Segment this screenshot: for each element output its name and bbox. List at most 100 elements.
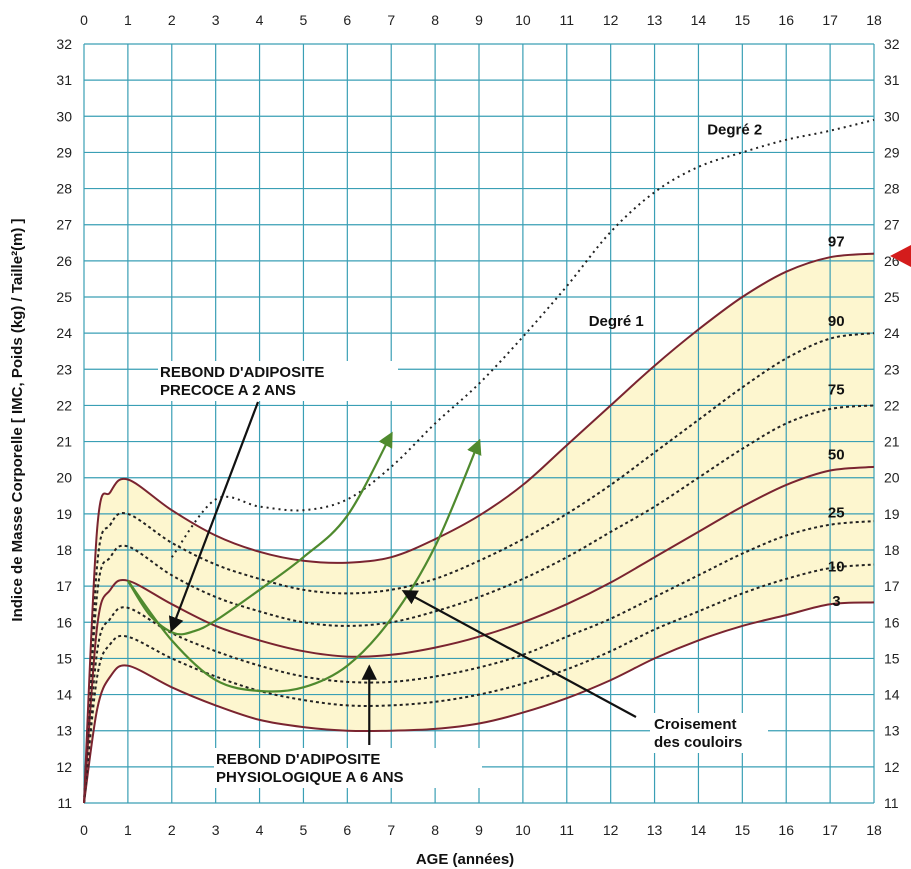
curve-label: 75 xyxy=(828,382,845,399)
red-pointer-marker xyxy=(890,245,911,267)
y-tick-left: 30 xyxy=(56,108,72,124)
x-tick-bottom: 11 xyxy=(560,822,575,838)
y-tick-right: 30 xyxy=(884,108,900,124)
curve-label: 25 xyxy=(828,504,845,521)
y-axis-title: Indice de Masse Corporelle [ IMC, Poids … xyxy=(9,218,26,621)
curve-degré-2 xyxy=(171,118,875,558)
x-tick-bottom: 3 xyxy=(212,822,220,838)
x-tick-top: 1 xyxy=(124,12,132,28)
y-tick-left: 15 xyxy=(56,650,72,666)
x-tick-top: 6 xyxy=(343,12,351,28)
curve-3 xyxy=(83,601,875,804)
y-tick-left: 24 xyxy=(56,325,72,341)
y-tick-right: 21 xyxy=(884,434,900,450)
y-tick-right: 12 xyxy=(884,759,900,775)
x-tick-bottom: 17 xyxy=(822,822,838,838)
y-tick-left: 28 xyxy=(56,181,72,197)
x-tick-bottom: 13 xyxy=(647,822,663,838)
y-tick-left: 32 xyxy=(56,36,72,52)
y-tick-right: 29 xyxy=(884,144,900,160)
x-tick-bottom: 9 xyxy=(475,822,483,838)
y-tick-left: 22 xyxy=(56,397,72,413)
x-tick-bottom: 15 xyxy=(735,822,751,838)
x-tick-top: 16 xyxy=(778,12,794,28)
curve-labels: 97 90 75 50 25 10 3 Degré 1 Degré 2 xyxy=(589,121,845,610)
green-trajectories xyxy=(126,431,482,693)
curve-97 xyxy=(83,252,875,804)
y-tick-right: 17 xyxy=(884,578,900,594)
y-tick-right: 13 xyxy=(884,723,900,739)
y-tick-left: 25 xyxy=(56,289,72,305)
y-tick-left: 20 xyxy=(56,470,72,486)
x-tick-bottom: 16 xyxy=(778,822,794,838)
ann-early-bg xyxy=(158,361,398,401)
x-tick-top: 9 xyxy=(475,12,483,28)
y-tick-left: 16 xyxy=(56,614,72,630)
x-tick-top: 8 xyxy=(431,12,439,28)
y-tick-right: 15 xyxy=(884,650,900,666)
x-tick-bottom: 6 xyxy=(343,822,351,838)
x-tick-top: 14 xyxy=(691,12,707,28)
y-tick-right: 16 xyxy=(884,614,900,630)
y-tick-left: 13 xyxy=(56,723,72,739)
y-tick-left: 27 xyxy=(56,217,72,233)
x-tick-bottom: 12 xyxy=(603,822,619,838)
curve-label: Degré 1 xyxy=(589,313,644,330)
axis-ticks: 0011223344556677889910101111121213131414… xyxy=(56,12,899,838)
x-tick-bottom: 14 xyxy=(691,822,707,838)
y-tick-left: 19 xyxy=(56,506,72,522)
x-tick-bottom: 1 xyxy=(124,822,132,838)
curve-25 xyxy=(83,520,875,804)
x-tick-bottom: 5 xyxy=(300,822,308,838)
x-tick-top: 10 xyxy=(515,12,531,28)
y-tick-right: 24 xyxy=(884,325,900,341)
y-tick-left: 21 xyxy=(56,434,72,450)
x-tick-bottom: 2 xyxy=(168,822,176,838)
x-tick-top: 13 xyxy=(647,12,663,28)
x-tick-top: 18 xyxy=(866,12,882,28)
y-tick-right: 32 xyxy=(884,36,900,52)
y-tick-left: 14 xyxy=(56,687,72,703)
x-tick-top: 7 xyxy=(387,12,395,28)
annotations: REBOND D'ADIPOSITE PRECOCE A 2 ANS REBOND … xyxy=(158,361,768,788)
x-tick-top: 3 xyxy=(212,12,220,28)
x-tick-bottom: 10 xyxy=(515,822,531,838)
y-tick-left: 31 xyxy=(56,72,72,88)
ann-physio-bg xyxy=(214,748,482,788)
y-tick-right: 20 xyxy=(884,470,900,486)
arrow-cross xyxy=(401,590,637,718)
y-tick-right: 25 xyxy=(884,289,900,305)
curve-label: 10 xyxy=(828,559,845,576)
y-tick-left: 18 xyxy=(56,542,72,558)
y-tick-right: 27 xyxy=(884,217,900,233)
x-tick-top: 15 xyxy=(735,12,751,28)
percentile-curves xyxy=(83,118,875,804)
curve-50 xyxy=(83,465,875,804)
curve-label: 50 xyxy=(828,447,845,464)
y-tick-right: 11 xyxy=(884,795,899,811)
curve-label: Degré 2 xyxy=(707,121,762,138)
arrow-early xyxy=(168,401,260,633)
x-tick-top: 2 xyxy=(168,12,176,28)
y-tick-left: 17 xyxy=(56,578,72,594)
ann-physio: REBOND D'ADIPOSITE PHYSIOLOGIQUE A 6 ANS xyxy=(216,751,404,786)
ann-cross: Croisement des couloirs xyxy=(654,716,742,751)
y-tick-left: 26 xyxy=(56,253,72,269)
x-tick-top: 0 xyxy=(80,12,88,28)
y-tick-right: 14 xyxy=(884,687,900,703)
x-tick-bottom: 7 xyxy=(387,822,395,838)
curve-75 xyxy=(83,404,875,804)
curve-label: 90 xyxy=(828,313,845,330)
y-tick-right: 23 xyxy=(884,361,900,377)
x-tick-bottom: 18 xyxy=(866,822,882,838)
y-tick-right: 18 xyxy=(884,542,900,558)
y-tick-left: 11 xyxy=(57,795,72,811)
y-tick-left: 29 xyxy=(56,144,72,160)
y-tick-left: 23 xyxy=(56,361,72,377)
green-physio xyxy=(127,438,482,693)
y-tick-right: 31 xyxy=(884,72,900,88)
y-tick-left: 12 xyxy=(56,759,72,775)
x-tick-top: 11 xyxy=(560,12,575,28)
ann-cross-bg xyxy=(650,713,768,753)
